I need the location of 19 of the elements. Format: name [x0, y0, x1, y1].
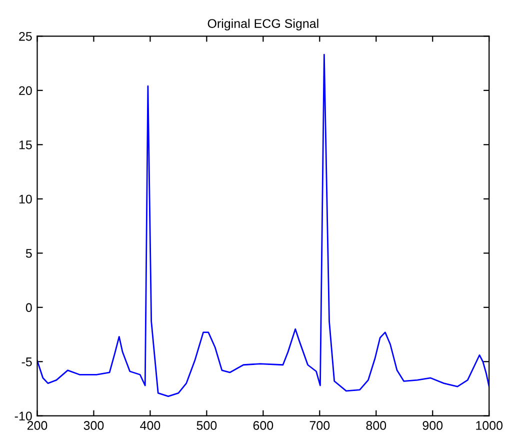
y-tick-label: 15 [19, 140, 32, 150]
y-tick-label: -10 [14, 412, 32, 421]
x-tick-label: 1000 [476, 421, 503, 430]
y-tick-label: 5 [26, 249, 32, 258]
x-tick-label: 600 [253, 421, 274, 430]
y-tick-label: 25 [19, 32, 32, 41]
x-tick-label: 400 [140, 421, 160, 430]
x-tick-label: 700 [310, 421, 330, 430]
x-tick-label: 900 [422, 421, 443, 430]
chart-title: Original ECG Signal [208, 18, 318, 30]
x-tick-label: 200 [27, 421, 48, 430]
y-tick-label: 20 [19, 86, 32, 96]
x-tick-label: 800 [366, 421, 386, 430]
x-tick-label: 300 [84, 421, 104, 430]
y-tick-label: 0 [26, 303, 32, 312]
line-series [37, 54, 490, 398]
y-tick-label: 10 [19, 194, 32, 204]
y-tick-label: -5 [22, 358, 32, 366]
x-tick-label: 500 [196, 421, 217, 430]
